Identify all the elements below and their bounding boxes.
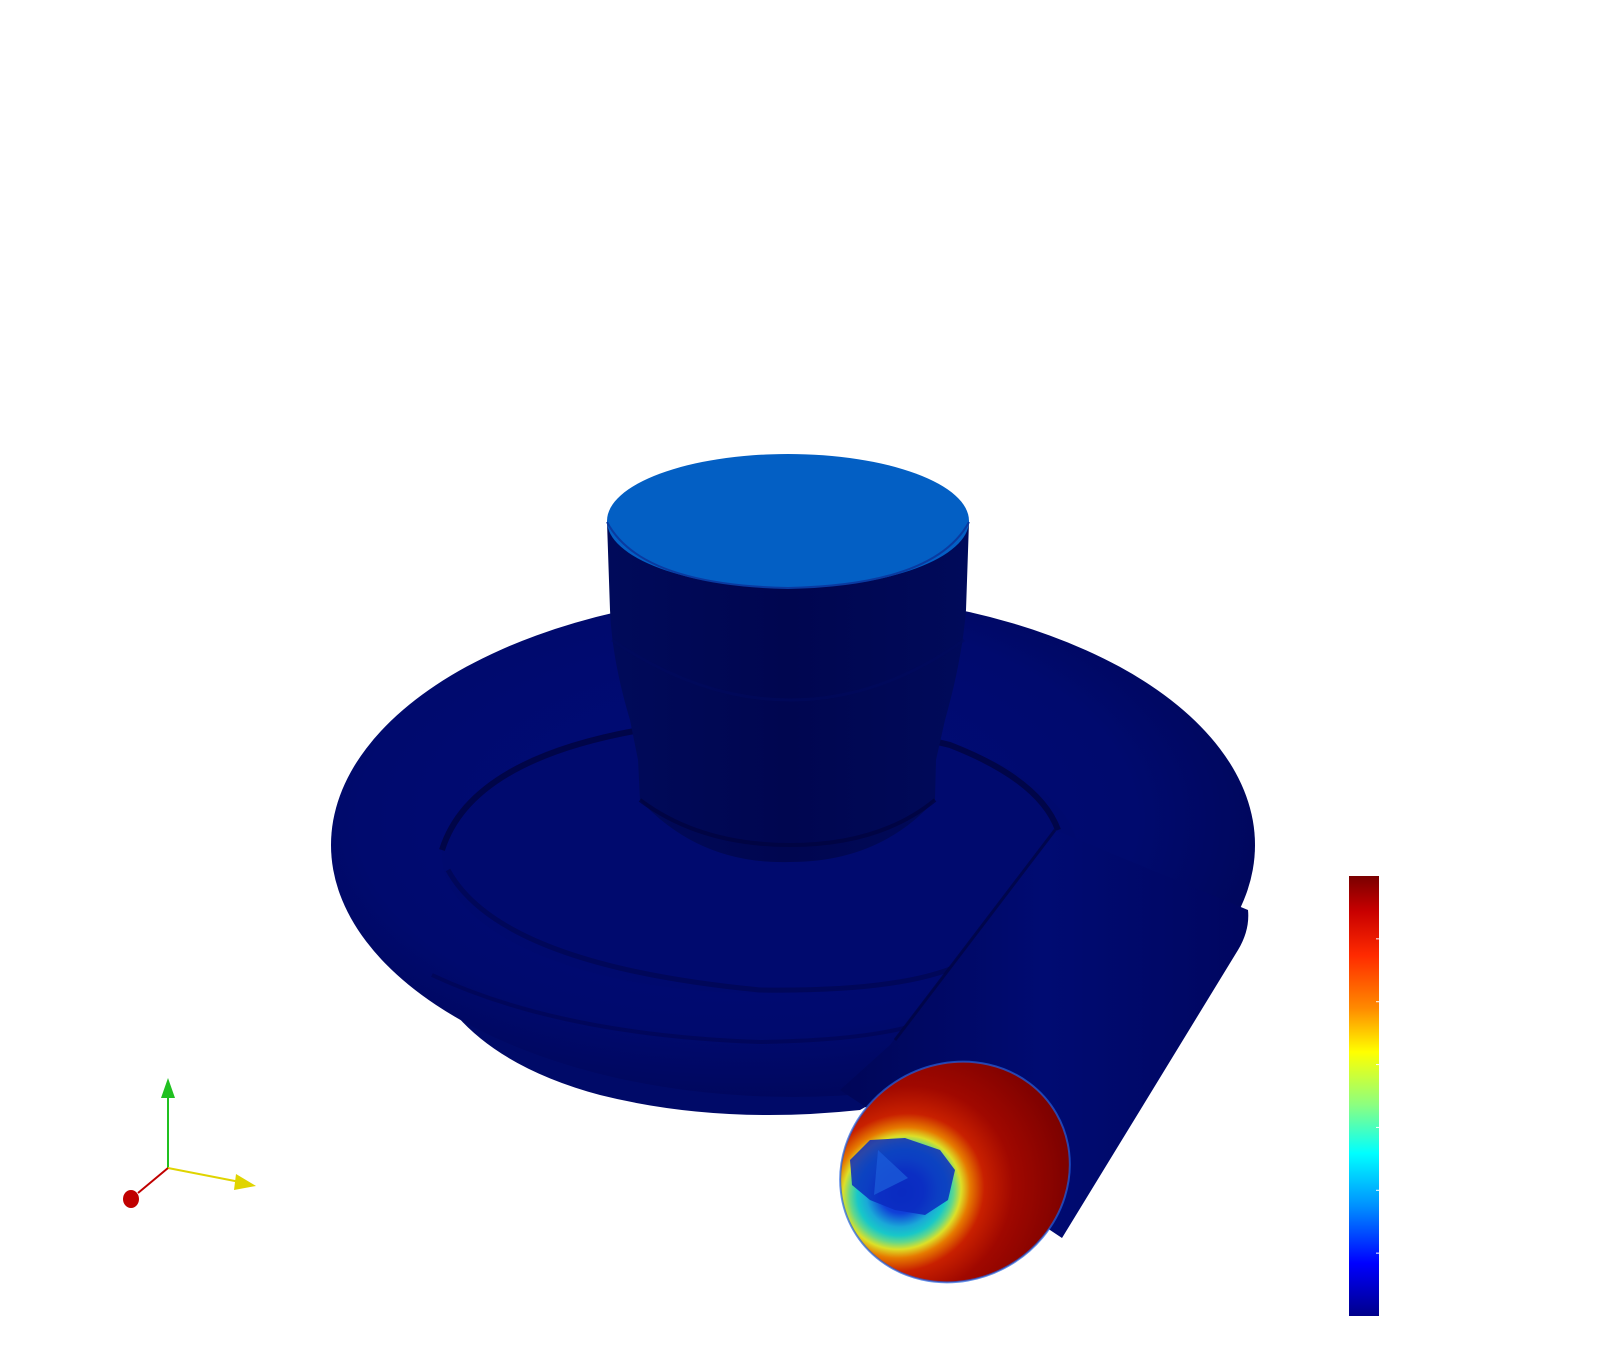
inlet-top-cap-edge bbox=[606, 521, 970, 590]
volute-inner-rim bbox=[445, 868, 962, 993]
inlet-cylinder-band bbox=[611, 638, 965, 702]
x-axis-arrowhead bbox=[234, 1174, 256, 1190]
color-legend bbox=[1349, 876, 1379, 1316]
outlet-pipe-seam bbox=[893, 829, 1057, 1041]
outlet-core-streak bbox=[874, 1150, 908, 1195]
z-axis-line bbox=[137, 1167, 169, 1194]
outlet-face bbox=[839, 1060, 1071, 1284]
outlet-face-rim bbox=[839, 1060, 1071, 1284]
inlet-top-cap bbox=[607, 454, 969, 588]
z-axis-arrowhead bbox=[123, 1190, 139, 1208]
orientation-axes-triad-icon bbox=[123, 1078, 256, 1208]
color-legend-ticks bbox=[1376, 938, 1379, 1254]
outlet-face-fill bbox=[840, 1061, 1070, 1283]
inlet-cylinder-ring bbox=[638, 798, 937, 848]
inlet-cylinder-body bbox=[607, 522, 969, 863]
volute-lower-rim bbox=[431, 973, 931, 1045]
inlet-cylinder bbox=[606, 454, 970, 863]
y-axis-arrowhead bbox=[161, 1078, 175, 1098]
x-axis-line bbox=[167, 1167, 241, 1183]
color-legend-bar bbox=[1349, 876, 1379, 1316]
